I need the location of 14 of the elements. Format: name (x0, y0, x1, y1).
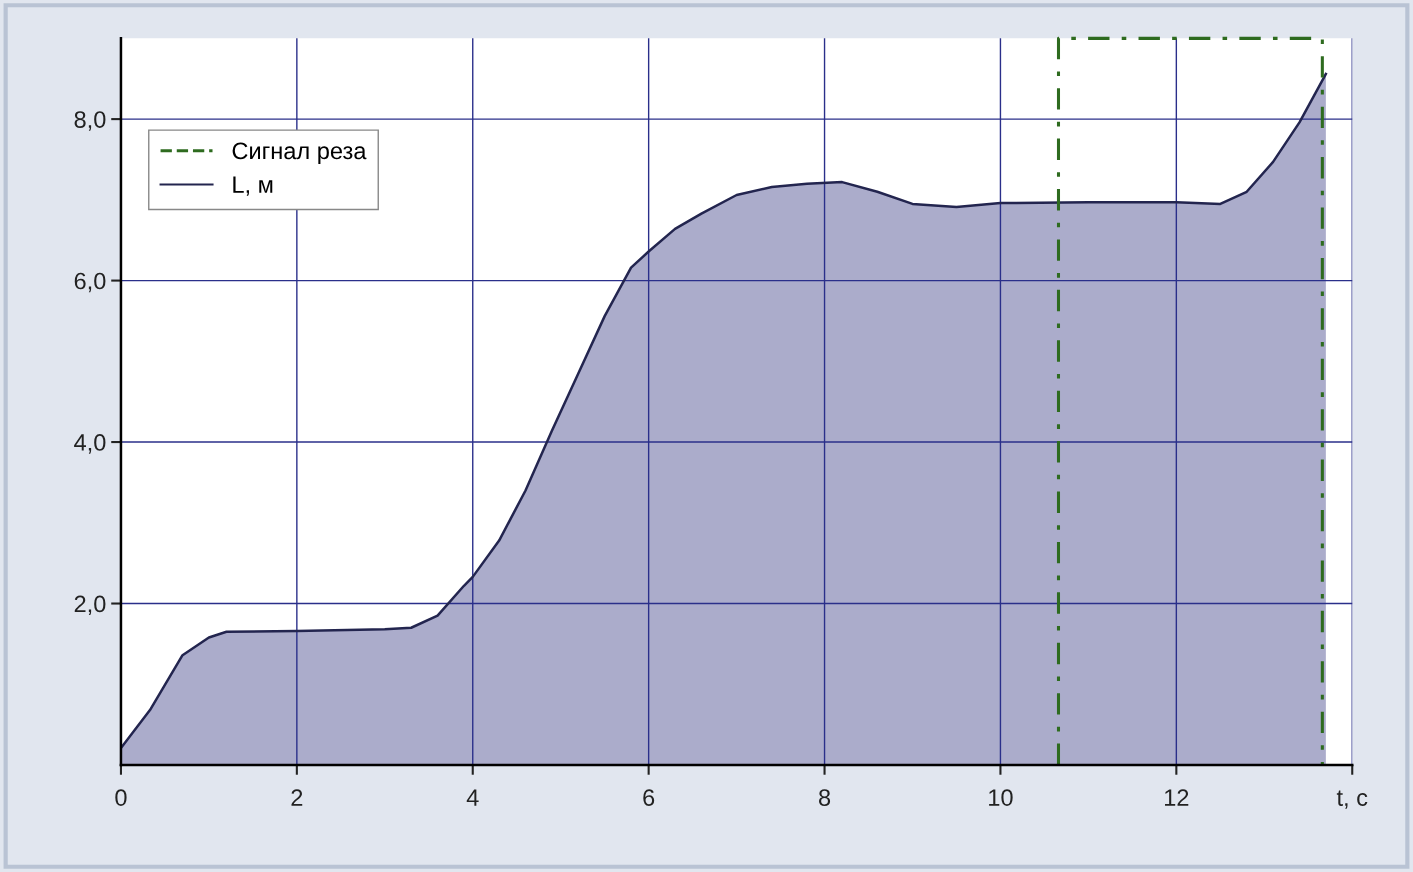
legend-label: Сигнал реза (232, 142, 367, 164)
y-tick-label: 8,0 (74, 111, 106, 131)
y-tick-label: 6,0 (74, 272, 106, 293)
y-tick-label: 4,0 (74, 434, 106, 454)
x-tick-label: 6 (643, 789, 655, 806)
legend-label: L, м (233, 176, 273, 196)
x-tick-label: 10 (989, 789, 1013, 806)
x-tick-label: 8 (819, 789, 831, 806)
x-tick-label: 2 (291, 789, 303, 806)
x-tick-label: 0 (115, 789, 127, 806)
x-tick-label: t, с (1336, 790, 1368, 809)
x-tick-label: 12 (1165, 789, 1189, 806)
y-tick-label: 2,0 (74, 595, 106, 616)
x-tick-label: 4 (466, 789, 479, 806)
